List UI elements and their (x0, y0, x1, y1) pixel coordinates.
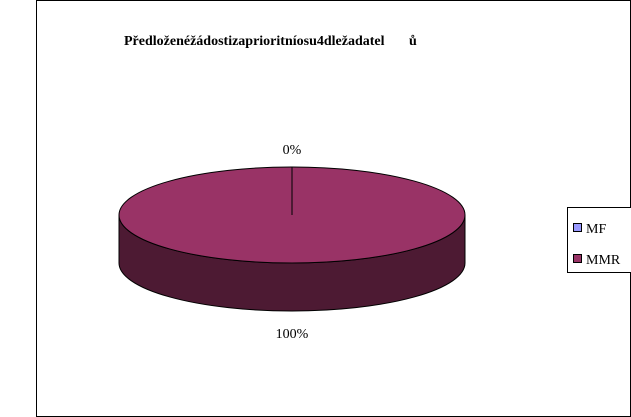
legend-swatch-mf (573, 223, 582, 232)
data-label-mmr: 100% (276, 327, 309, 342)
chart-title: Předloženéžádostizaprioritníosu4dležadat… (124, 34, 417, 49)
legend-label-mf: MF (586, 222, 606, 237)
legend: MF MMR (567, 207, 631, 273)
legend-label-mmr: MMR (586, 253, 621, 268)
legend-swatch-mmr (573, 254, 582, 263)
data-label-mf: 0% (283, 143, 302, 158)
